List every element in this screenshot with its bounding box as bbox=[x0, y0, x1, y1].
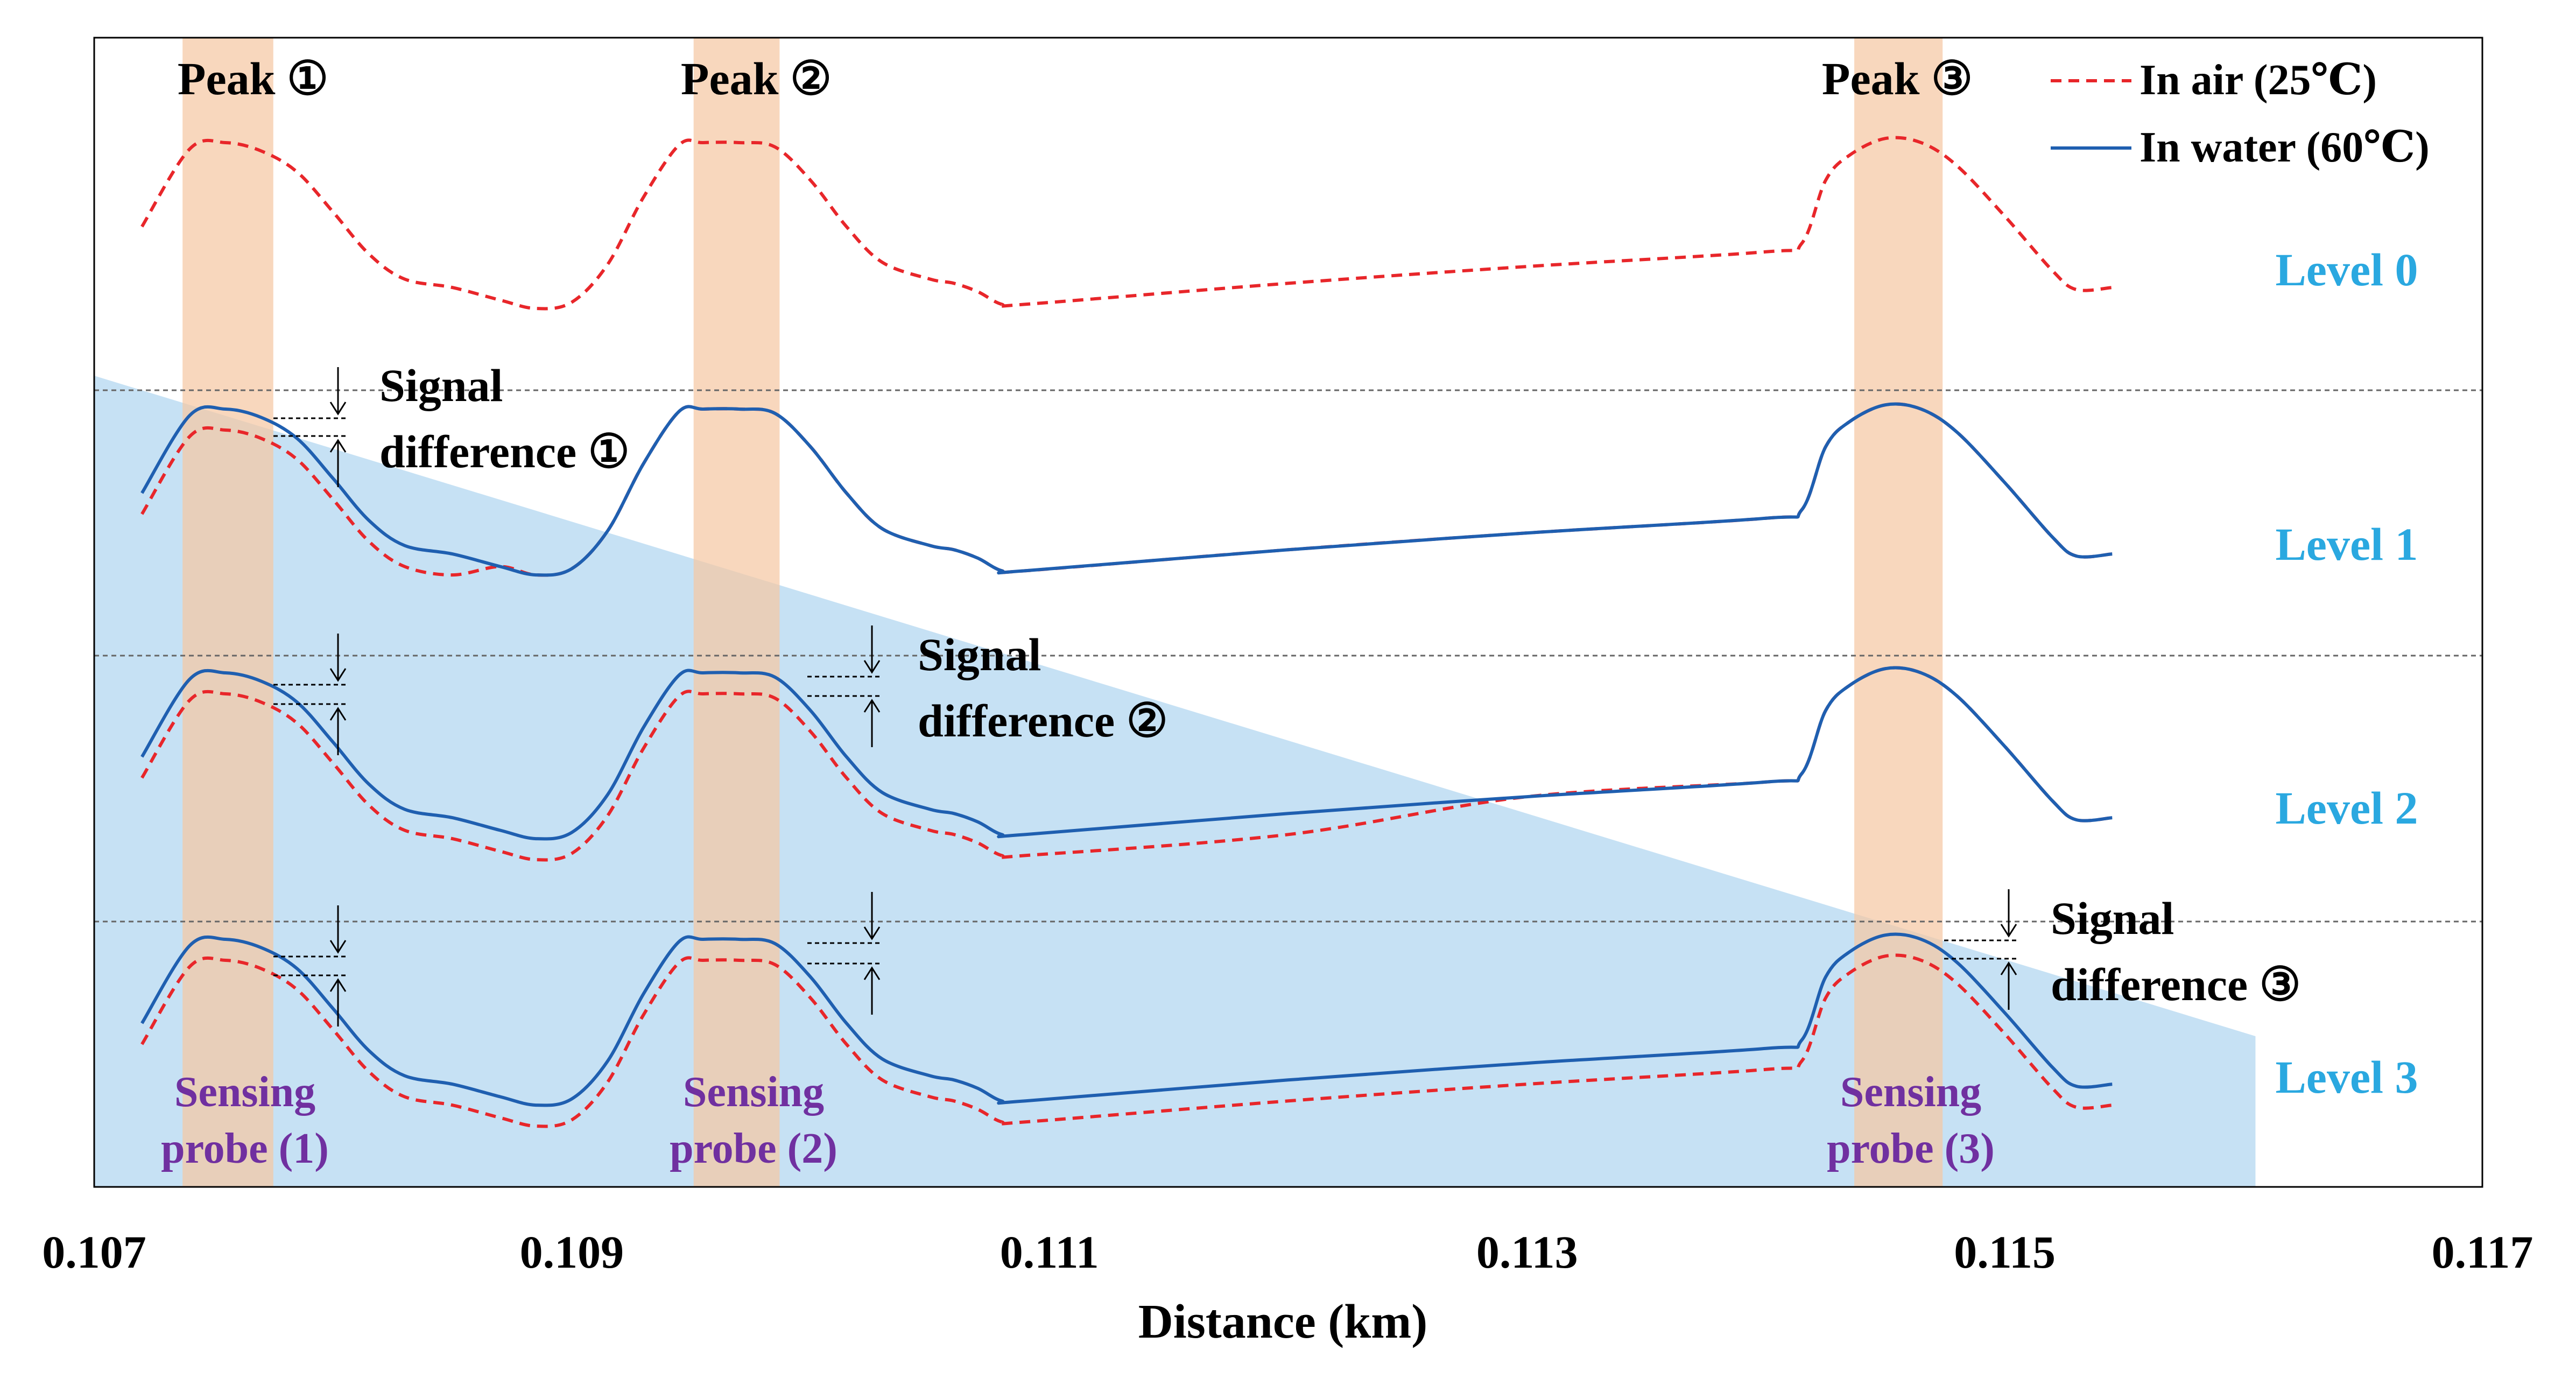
x-tick-label: 0.109 bbox=[520, 1226, 624, 1278]
signal-diff-label-line1-1: Signal bbox=[379, 360, 503, 411]
peak-label-2: Peak ② bbox=[681, 53, 832, 104]
signal-diff-label-line2-2: difference ② bbox=[918, 695, 1168, 747]
peak-band-1 bbox=[182, 38, 273, 1187]
signal-diff-marker-p1-l2 bbox=[273, 634, 349, 755]
chart-axes: 0.107 0.109 0.111 0.113 0.115 0.117 Distance (… bbox=[42, 37, 2533, 1348]
signal-diff-label-line1-2: Signal bbox=[918, 629, 1041, 680]
series-air-level-3 bbox=[140, 953, 2113, 1128]
signal-diff-marker-p1-l3 bbox=[273, 905, 349, 1027]
sensing-region-triangle bbox=[94, 376, 2256, 1187]
x-tick-label: 0.111 bbox=[1000, 1226, 1099, 1278]
level-label-3: Level 3 bbox=[2275, 1051, 2418, 1103]
level-label-0: Level 0 bbox=[2275, 244, 2418, 296]
level-label-2: Level 2 bbox=[2275, 782, 2418, 834]
series-water-level-2 bbox=[140, 666, 2113, 841]
probe-label-line1-1: Sensing bbox=[174, 1068, 315, 1116]
probe-label-line1-2: Sensing bbox=[683, 1068, 824, 1116]
legend-label-1: In air (25℃) bbox=[2139, 57, 2377, 104]
series-water-level-3 bbox=[140, 932, 2113, 1107]
probe-label-line2-3: probe (3) bbox=[1827, 1125, 1995, 1172]
x-tick-label: 0.113 bbox=[1476, 1226, 1578, 1278]
signal-diff-marker-p1-l1 bbox=[273, 367, 349, 487]
signal-diff-label-line2-3: difference ③ bbox=[2051, 959, 2301, 1010]
probe-label-line2-2: probe (2) bbox=[670, 1125, 837, 1172]
level-label-1: Level 1 bbox=[2275, 518, 2418, 570]
plot-border bbox=[93, 37, 2483, 1188]
chart-background bbox=[94, 38, 2482, 1187]
chart-series bbox=[140, 136, 2113, 1128]
signal-diff-label-line2-1: difference ① bbox=[379, 426, 630, 477]
x-axis-label: Distance (km) bbox=[1138, 1295, 1427, 1348]
peak-band-2 bbox=[693, 38, 780, 1187]
series-air-level-0 bbox=[140, 136, 2113, 311]
probe-label-line1-3: Sensing bbox=[1840, 1068, 1981, 1116]
x-tick-label: 0.117 bbox=[2432, 1226, 2533, 1278]
probe-label-line2-1: probe (1) bbox=[161, 1125, 329, 1172]
peak-band-3 bbox=[1854, 38, 1943, 1187]
signal-diff-marker-p2-l3 bbox=[807, 892, 883, 1015]
signal-diff-marker-p2-l2 bbox=[807, 625, 883, 747]
peak-label-3: Peak ③ bbox=[1822, 53, 1973, 104]
legend: In air (25℃) In water (60℃) bbox=[2051, 57, 2430, 171]
signal-diff-label-line1-3: Signal bbox=[2051, 892, 2174, 944]
peak-label-1: Peak ① bbox=[178, 53, 328, 104]
x-tick-label: 0.107 bbox=[42, 1226, 146, 1278]
chart-annotations: Level 0 Level 1 Level 2 Level 3 Peak ① Peak ②… bbox=[161, 53, 2430, 1172]
x-tick-label: 0.115 bbox=[1954, 1226, 2056, 1278]
series-water-level-1 bbox=[140, 402, 2113, 577]
legend-label-2: In water (60℃) bbox=[2139, 124, 2430, 171]
signal-diff-marker-p3-l3 bbox=[1944, 889, 2019, 1010]
